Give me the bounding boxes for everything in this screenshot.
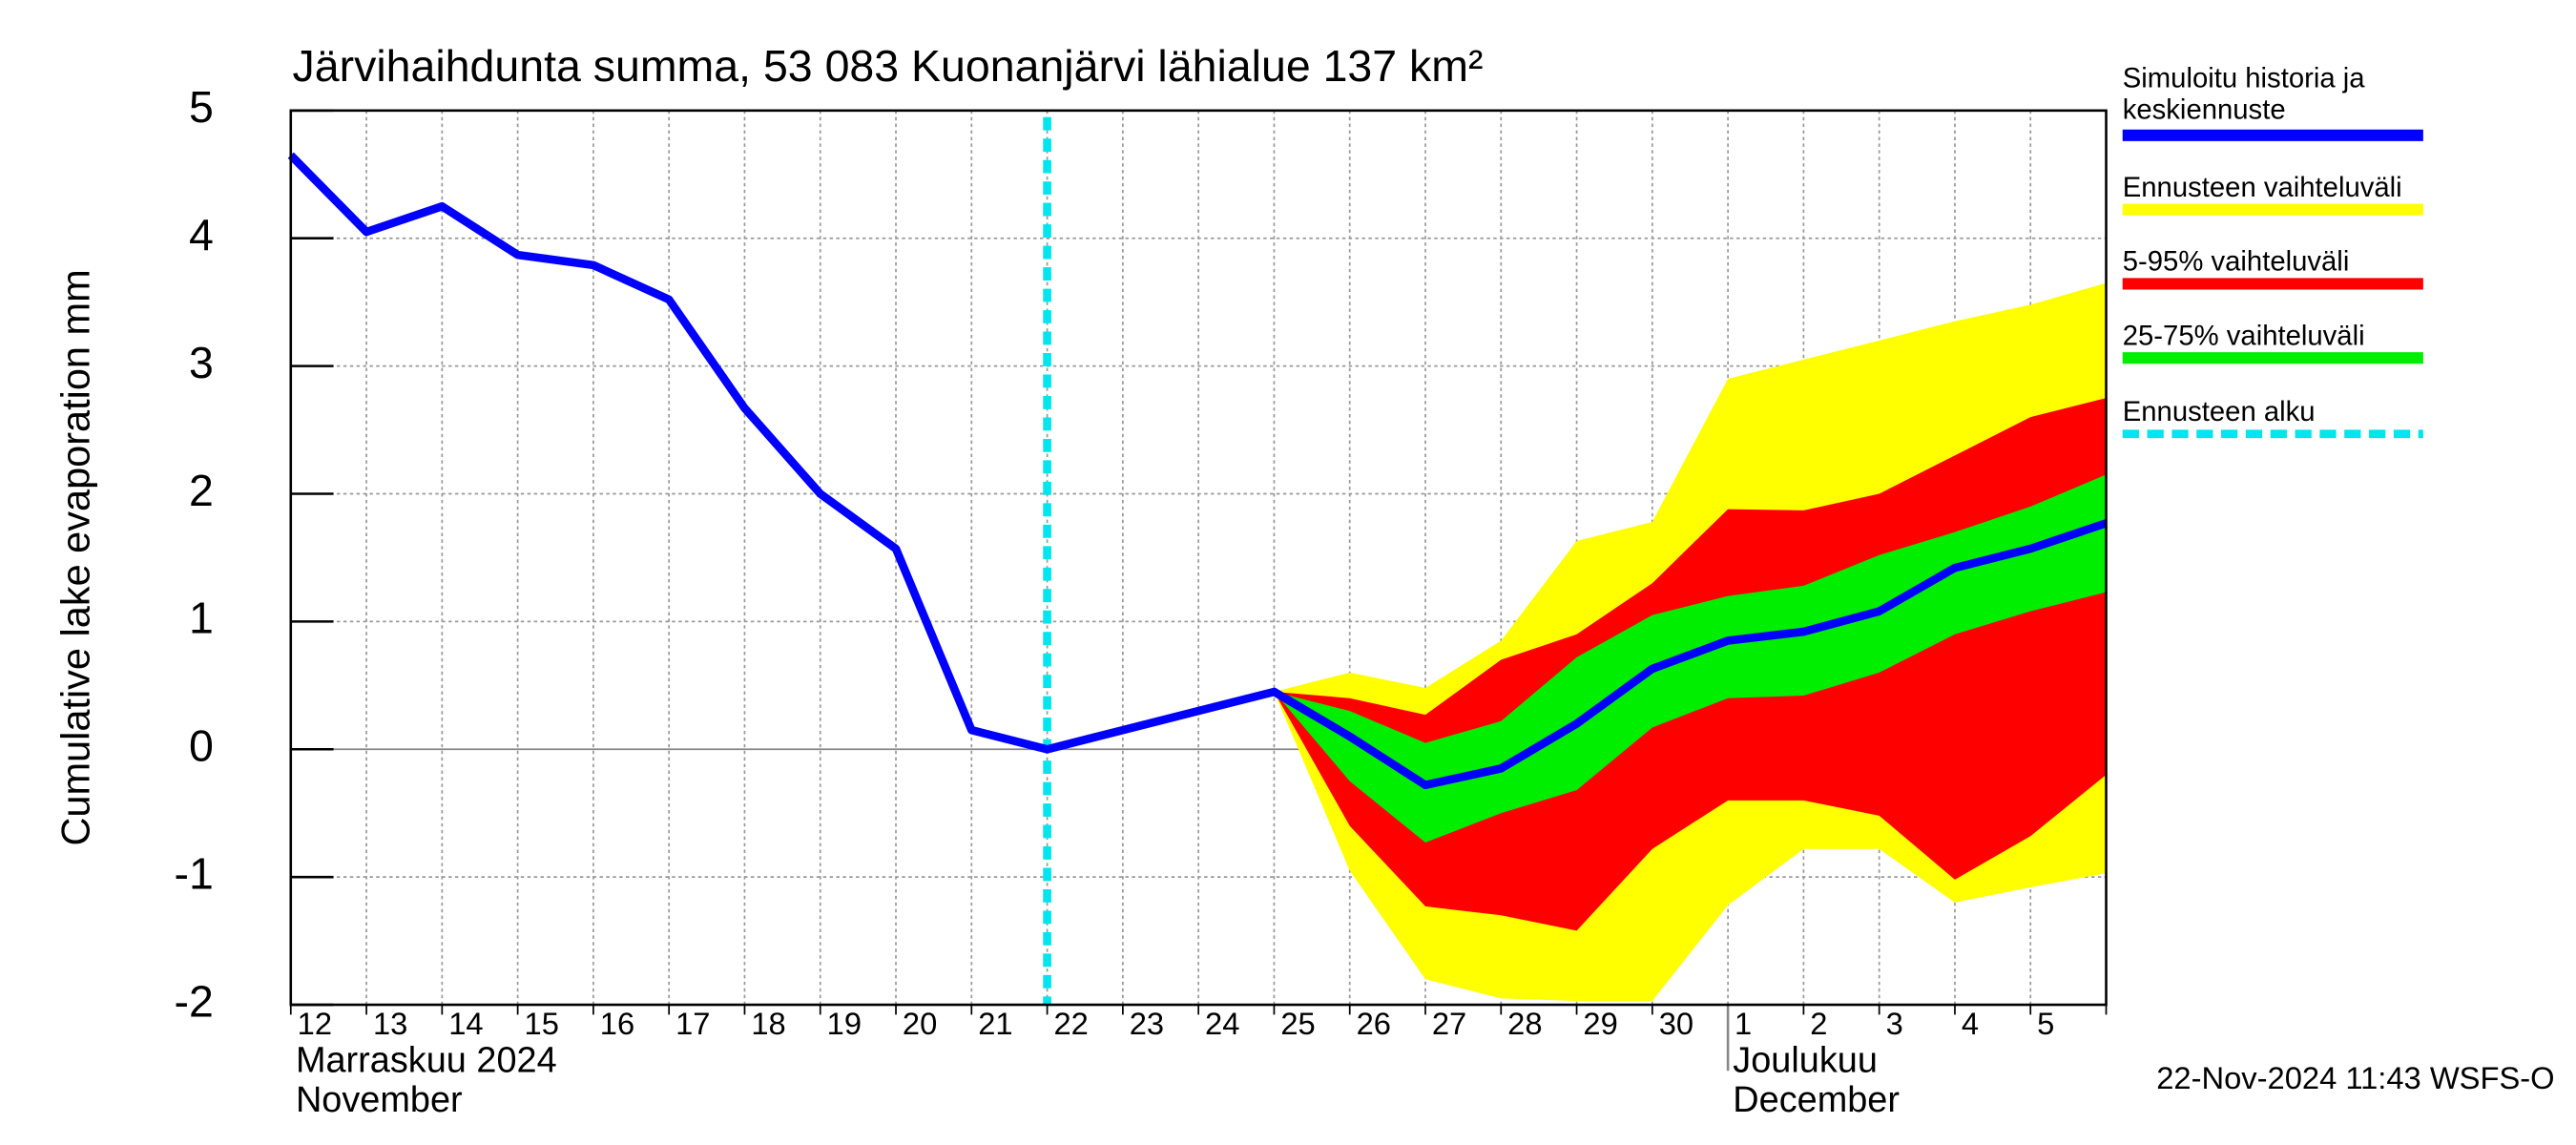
legend-text: 5-95% vaihteluväli [2122,245,2350,278]
month-label: December [1733,1080,1900,1120]
y-tick-label: 1 [189,593,214,643]
x-tick-label: 15 [525,1006,559,1041]
month-label: Joulukuu [1733,1041,1878,1081]
y-tick-label: 2 [189,466,214,515]
x-tick-label: 19 [827,1006,862,1041]
x-tick-label: 23 [1130,1006,1164,1041]
x-tick-label: 24 [1205,1006,1239,1041]
x-tick-label: 5 [2037,1006,2054,1041]
legend-text: Simuloitu historia ja keskiennuste [2122,62,2365,126]
y-tick-label: 5 [189,82,214,132]
legend-label: Ennusteen alku [2122,395,2316,427]
x-tick-label: 14 [448,1006,483,1041]
legend-label: 5-95% vaihteluväli [2122,245,2350,278]
timestamp: 22-Nov-2024 11:43 WSFS-O [2156,1060,2554,1095]
x-tick-label: 4 [1962,1006,1979,1041]
month-label: Marraskuu 2024 [296,1041,557,1081]
month-label: November [296,1080,463,1120]
y-tick-label: 4 [189,210,214,260]
y-tick-label: -1 [175,848,214,898]
x-tick-label: 20 [903,1006,937,1041]
x-tick-label: 2 [1810,1006,1827,1041]
legend-label: Simuloitu historia ja keskiennuste [2122,62,2365,126]
x-tick-label: 26 [1357,1006,1391,1041]
x-tick-label: 1 [1735,1006,1752,1041]
chart-title: Järvihaihdunta summa, 53 083 Kuonanjärvi… [293,41,1484,91]
x-tick-label: 17 [675,1006,710,1041]
x-tick-label: 12 [298,1006,332,1041]
x-tick-label: 30 [1659,1006,1693,1041]
x-tick-label: 29 [1583,1006,1617,1041]
legend-text: 25-75% vaihteluväli [2122,320,2365,352]
x-tick-label: 22 [1053,1006,1088,1041]
y-tick-label: -2 [175,976,214,1026]
y-axis-label: Cumulative lake evaporation mm [54,269,98,845]
x-tick-label: 27 [1432,1006,1466,1041]
x-tick-label: 3 [1886,1006,1903,1041]
legend-label: Ennusteen vaihteluväli [2122,171,2402,203]
plot-frame [289,109,2108,1007]
legend-label: 25-75% vaihteluväli [2122,320,2365,352]
x-tick-label: 25 [1280,1006,1315,1041]
line [287,152,2108,790]
x-tick-label: 21 [978,1006,1012,1041]
x-tick-label: 16 [600,1006,634,1041]
y-tick-label: 3 [189,338,214,387]
x-tick-label: 18 [751,1006,785,1041]
y-tick-label: 0 [189,720,214,770]
legend-text: Ennusteen vaihteluväli [2122,171,2402,203]
legend-text: Ennusteen alku [2122,395,2316,427]
x-tick-label: 13 [373,1006,407,1041]
x-tick-label: 28 [1507,1006,1542,1041]
